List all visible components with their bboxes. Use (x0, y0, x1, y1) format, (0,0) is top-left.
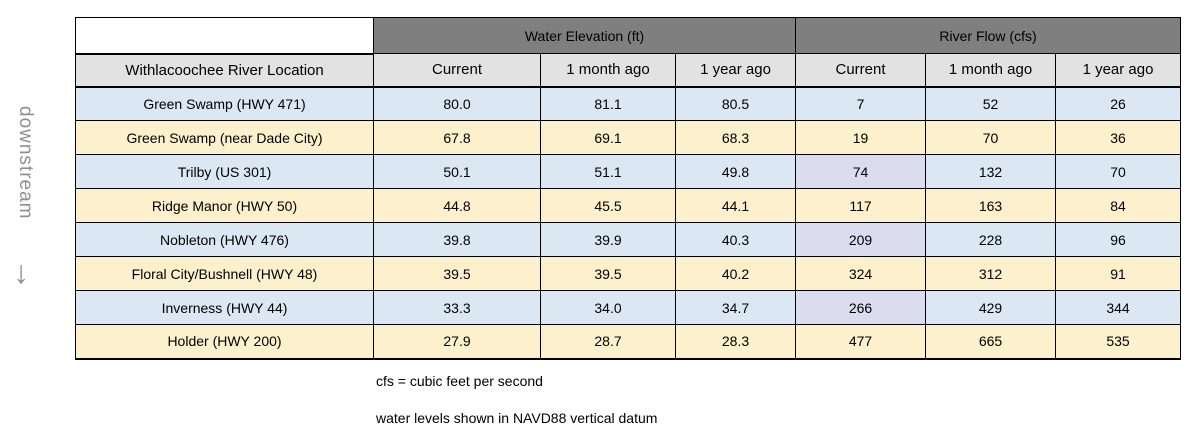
flow-current-cell: 117 (795, 188, 927, 223)
location-cell: Floral City/Bushnell (HWY 48) (75, 256, 374, 291)
flow-month-cell: 312 (925, 256, 1057, 291)
flow-current-cell: 266 (795, 290, 927, 325)
location-cell: Green Swamp (HWY 471) (75, 86, 374, 121)
elevation-current-cell: 67.8 (373, 120, 541, 155)
elevation-year-cell: 28.3 (674, 324, 797, 360)
down-arrow-icon: ↓ (13, 254, 29, 290)
table-row: Green Swamp (near Dade City) 67.8 69.1 6… (75, 120, 1182, 155)
flow-year-cell: 70 (1055, 154, 1182, 189)
elevation-current-cell: 39.5 (373, 256, 541, 291)
footnote-datum: water levels shown in NAVD88 vertical da… (376, 410, 658, 426)
footnotes: cfs = cubic feet per second water levels… (376, 373, 657, 426)
elevation-year-cell: 40.3 (674, 222, 797, 257)
table-row: Inverness (HWY 44) 33.3 34.0 34.7 266 42… (75, 290, 1182, 325)
elevation-current-cell: 27.9 (373, 324, 541, 360)
elevation-year-cell: 68.3 (674, 120, 797, 155)
flow-month-cell: 163 (925, 188, 1057, 223)
elevation-month-cell: 28.7 (540, 324, 676, 360)
table-body: Green Swamp (HWY 471) 80.0 81.1 80.5 7 5… (75, 86, 1182, 360)
elevation-current-cell: 80.0 (373, 86, 541, 121)
elevation-current-cell: 44.8 (373, 188, 541, 223)
location-column-header: Withlacoochee River Location (75, 52, 374, 88)
elevation-month-cell: 81.1 (540, 86, 676, 121)
table-row: Floral City/Bushnell (HWY 48) 39.5 39.5 … (75, 256, 1182, 291)
flow-current-cell: 477 (795, 324, 927, 360)
elevation-year-cell: 80.5 (674, 86, 797, 121)
flow-month-cell: 429 (925, 290, 1057, 325)
elevation-month-cell: 51.1 (540, 154, 676, 189)
elevation-month-cell: 39.5 (540, 256, 676, 291)
flow-month-cell: 70 (925, 120, 1057, 155)
group-header-river-flow: River Flow (cfs) (795, 17, 1182, 54)
elevation-month-header: 1 month ago (540, 53, 676, 88)
downstream-direction-label: downstream (15, 106, 36, 220)
location-cell: Nobleton (HWY 476) (75, 222, 374, 257)
flow-month-cell: 228 (925, 222, 1057, 257)
flow-month-cell: 52 (925, 86, 1057, 121)
flow-month-header: 1 month ago (925, 53, 1057, 88)
column-header-row: Withlacoochee River Location Current 1 m… (75, 52, 1182, 88)
footnote-cfs: cfs = cubic feet per second (376, 373, 543, 389)
flow-year-cell: 91 (1055, 256, 1182, 291)
spacer-cell (75, 17, 374, 54)
flow-year-cell: 535 (1055, 324, 1182, 360)
group-header-water-elevation: Water Elevation (ft) (372, 17, 797, 54)
group-header-row: Water Elevation (ft) River Flow (cfs) (75, 17, 1182, 54)
elevation-month-cell: 45.5 (540, 188, 676, 223)
location-cell: Ridge Manor (HWY 50) (75, 188, 374, 223)
location-cell: Trilby (US 301) (75, 154, 374, 189)
elevation-current-cell: 33.3 (373, 290, 541, 325)
table-row: Nobleton (HWY 476) 39.8 39.9 40.3 209 22… (75, 222, 1182, 257)
elevation-month-cell: 34.0 (540, 290, 676, 325)
flow-current-cell: 7 (795, 86, 927, 121)
elevation-year-cell: 40.2 (674, 256, 797, 291)
flow-current-cell: 74 (795, 154, 927, 189)
river-data-table: Water Elevation (ft) River Flow (cfs) Wi… (75, 17, 1182, 360)
flow-year-cell: 26 (1055, 86, 1182, 121)
elevation-current-cell: 39.8 (373, 222, 541, 257)
flow-current-cell: 19 (795, 120, 927, 155)
elevation-month-cell: 39.9 (540, 222, 676, 257)
table-row: Trilby (US 301) 50.1 51.1 49.8 74 132 70 (75, 154, 1182, 189)
elevation-year-cell: 49.8 (674, 154, 797, 189)
elevation-current-cell: 50.1 (373, 154, 541, 189)
location-cell: Inverness (HWY 44) (75, 290, 374, 325)
elevation-month-cell: 69.1 (540, 120, 676, 155)
elevation-current-header: Current (373, 53, 541, 88)
elevation-year-cell: 34.7 (674, 290, 797, 325)
flow-year-header: 1 year ago (1055, 53, 1182, 88)
elevation-year-header: 1 year ago (674, 53, 797, 88)
flow-year-cell: 36 (1055, 120, 1182, 155)
table-row: Green Swamp (HWY 471) 80.0 81.1 80.5 7 5… (75, 86, 1182, 121)
location-cell: Holder (HWY 200) (75, 324, 374, 360)
flow-year-cell: 84 (1055, 188, 1182, 223)
flow-year-cell: 344 (1055, 290, 1182, 325)
table-row: Holder (HWY 200) 27.9 28.7 28.3 477 665 … (75, 324, 1182, 360)
elevation-year-cell: 44.1 (674, 188, 797, 223)
flow-current-header: Current (795, 53, 927, 88)
flow-month-cell: 132 (925, 154, 1057, 189)
location-cell: Green Swamp (near Dade City) (75, 120, 374, 155)
flow-month-cell: 665 (925, 324, 1057, 360)
flow-year-cell: 96 (1055, 222, 1182, 257)
flow-current-cell: 209 (795, 222, 927, 257)
table-row: Ridge Manor (HWY 50) 44.8 45.5 44.1 117 … (75, 188, 1182, 223)
flow-current-cell: 324 (795, 256, 927, 291)
